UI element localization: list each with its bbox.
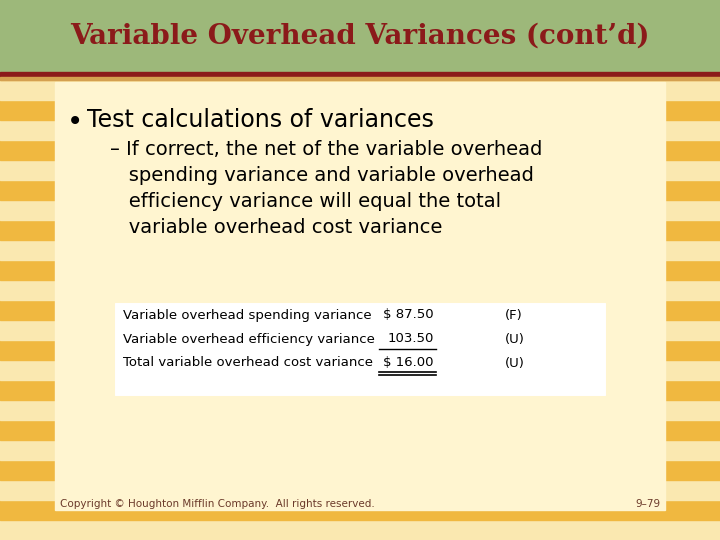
- Text: efficiency variance will equal the total: efficiency variance will equal the total: [110, 192, 501, 211]
- Bar: [0, 440, 720, 460]
- Text: Total variable overhead cost variance: Total variable overhead cost variance: [123, 356, 373, 369]
- Bar: [0, 460, 720, 480]
- Text: $ 16.00: $ 16.00: [383, 356, 433, 369]
- Text: 103.50: 103.50: [387, 333, 433, 346]
- Bar: [0, 260, 720, 280]
- Bar: [0, 160, 720, 180]
- Bar: [0, 500, 720, 520]
- Text: Variable overhead efficiency variance: Variable overhead efficiency variance: [123, 333, 375, 346]
- Bar: [0, 520, 720, 540]
- Bar: [0, 40, 720, 60]
- Bar: [0, 20, 720, 40]
- Bar: [55, 82, 665, 510]
- Bar: [0, 340, 720, 360]
- Bar: [0, 77, 720, 80]
- Text: •: •: [67, 108, 84, 136]
- Bar: [0, 400, 720, 420]
- Bar: [0, 300, 720, 320]
- Bar: [0, 480, 720, 500]
- Text: Copyright © Houghton Mifflin Company.  All rights reserved.: Copyright © Houghton Mifflin Company. Al…: [60, 499, 374, 509]
- Bar: [0, 0, 720, 20]
- Bar: [0, 100, 720, 120]
- Text: Test calculations of variances: Test calculations of variances: [87, 108, 434, 132]
- Text: Variable Overhead Variances (cont’d): Variable Overhead Variances (cont’d): [71, 23, 649, 50]
- Text: spending variance and variable overhead: spending variance and variable overhead: [110, 166, 534, 185]
- Text: variable overhead cost variance: variable overhead cost variance: [110, 218, 442, 237]
- Bar: [0, 240, 720, 260]
- Bar: [0, 280, 720, 300]
- Bar: [0, 220, 720, 240]
- Bar: [0, 60, 720, 80]
- Bar: [0, 80, 720, 100]
- Text: 9–79: 9–79: [635, 499, 660, 509]
- Bar: [115, 303, 605, 395]
- Bar: [0, 320, 720, 340]
- Bar: [0, 120, 720, 140]
- Text: – If correct, the net of the variable overhead: – If correct, the net of the variable ov…: [110, 140, 542, 159]
- Bar: [0, 380, 720, 400]
- Bar: [0, 140, 720, 160]
- Bar: [0, 200, 720, 220]
- Text: (F): (F): [505, 308, 523, 321]
- Text: Variable overhead spending variance: Variable overhead spending variance: [123, 308, 372, 321]
- Text: $ 87.50: $ 87.50: [383, 308, 433, 321]
- Text: (U): (U): [505, 333, 525, 346]
- Text: (U): (U): [505, 356, 525, 369]
- Bar: [0, 360, 720, 380]
- Bar: [0, 420, 720, 440]
- Bar: [0, 72, 720, 77]
- Bar: [0, 180, 720, 200]
- Bar: [0, 0, 720, 72]
